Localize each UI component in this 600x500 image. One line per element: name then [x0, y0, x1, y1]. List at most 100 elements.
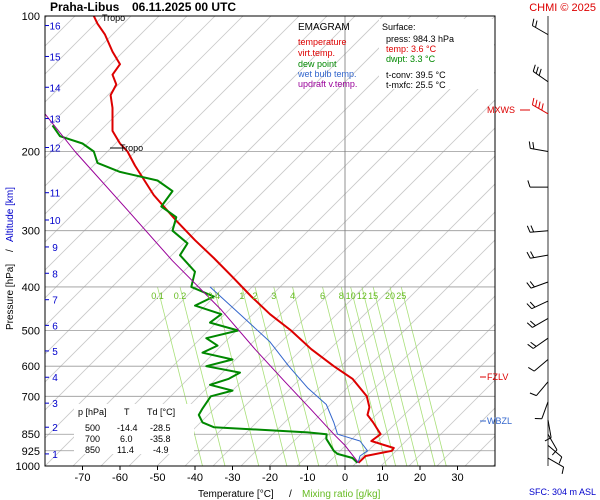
mixing-ratio-line — [389, 286, 436, 466]
wind-barb-feather — [528, 366, 535, 372]
pressure-tick-label: 400 — [22, 282, 40, 294]
wind-barb-feather — [526, 303, 533, 310]
wind-barb-feather — [535, 20, 538, 28]
mixing-ratio-label: 0.4 — [207, 291, 220, 301]
x-tick-label: 20 — [414, 472, 426, 484]
wind-barb-feather — [529, 320, 536, 327]
mixing-ratio-line — [350, 286, 397, 466]
x-tick-label: 0 — [342, 472, 348, 484]
adiabat-line — [240, 211, 495, 466]
legend-virt-temp: virt.temp. — [298, 48, 335, 58]
wind-barb-feather — [526, 251, 531, 259]
legend-dew-point: dew point — [298, 59, 337, 69]
altitude-tick-label: 11 — [50, 189, 61, 200]
altitude-tick-label: 12 — [49, 144, 61, 155]
x-tick-label: -60 — [112, 472, 128, 484]
adiabat-line — [45, 16, 495, 466]
xlabel-separator: / — [289, 489, 292, 500]
altitude-tick-label: 10 — [49, 216, 61, 227]
wind-barb-feather — [529, 281, 535, 288]
wind-barb-staff — [532, 25, 549, 36]
adiabat-line — [72, 43, 495, 466]
wind-barb-feather — [526, 282, 532, 289]
ylabel-separator: / — [5, 249, 16, 252]
tropo-label-upper: Tropo — [102, 13, 125, 23]
altitude-tick-label: 13 — [49, 115, 61, 126]
wind-barb-staff — [530, 254, 549, 259]
adiabat-line — [324, 295, 495, 466]
xlabel-mixing-ratio: Mixing ratio [g/kg] — [302, 489, 381, 500]
legend-updraft: updraft v.temp. — [298, 79, 357, 89]
wind-barb-feather — [531, 18, 535, 26]
table-header-td: Td [°C] — [147, 407, 175, 417]
x-tick-label: -40 — [187, 472, 203, 484]
mixing-ratio-line — [254, 286, 301, 466]
wind-barb-feather — [526, 225, 531, 233]
table-row-500-td: -28.5 — [150, 423, 171, 433]
wind-barb-staff — [532, 104, 549, 115]
mixing-ratio-line — [292, 286, 338, 466]
mixing-ratio-label: 12 — [357, 291, 367, 301]
table-row-700-td: -35.8 — [150, 434, 171, 444]
fzlv-label: FZLV — [487, 372, 508, 382]
mixing-ratio-line — [179, 286, 226, 466]
mixing-ratio-line — [372, 286, 419, 466]
adiabat-line — [45, 16, 244, 215]
mixing-ratio-label: 3 — [271, 291, 276, 301]
adiabat-line — [45, 16, 160, 131]
series-wet-bulb-temp--line — [209, 286, 368, 463]
mixing-ratio-label: 4 — [290, 291, 295, 301]
wbzl-label: WBZL — [487, 416, 512, 426]
wind-barb-feather — [527, 180, 531, 188]
surface-temp: temp: 3.6 °C — [386, 44, 437, 54]
mixing-ratio-line — [273, 286, 320, 466]
series-updraft-v-temp--line — [45, 113, 359, 464]
mixing-ratio-label: 6 — [320, 291, 325, 301]
axis-ticks: 0.1 0.2 0.4 1 2 3 4 6 8 10 12 15 20 25-70 -60 -50 -40 -30… — [16, 11, 464, 484]
pressure-tick-label: 500 — [22, 326, 40, 338]
altitude-tick-label: 3 — [52, 399, 58, 410]
altitude-tick-label: 16 — [49, 22, 61, 33]
pressure-tick-label: 200 — [22, 146, 40, 158]
table-row-850-t: 11.4 — [117, 445, 134, 455]
wind-barb-staff — [532, 71, 549, 83]
mixing-ratio-line — [213, 286, 260, 466]
ylabel-altitude: Altitude [km] — [5, 187, 16, 242]
altitude-tick-label: 15 — [49, 52, 61, 63]
adiabat-line — [45, 16, 384, 355]
wind-barb-staff — [531, 300, 549, 310]
table-header-t: T — [124, 407, 130, 417]
wind-barb-feather — [538, 101, 541, 109]
wind-barb-feather — [532, 141, 535, 150]
mixing-ratio-label: 0.2 — [174, 291, 187, 301]
pressure-tick-label: 925 — [22, 446, 40, 458]
pressure-tick-label: 100 — [22, 11, 40, 23]
surface-dwpt: dwpt: 3.3 °C — [386, 54, 436, 64]
tropo-label-lower: Tropo — [120, 143, 143, 153]
legend-wet-bulb: wet bulb temp. — [297, 69, 357, 79]
x-tick-label: 10 — [376, 472, 388, 484]
table-row-500-t: -14.4 — [117, 423, 138, 433]
table-row-850-td: -4.9 — [153, 445, 169, 455]
table-row-700-t: 6.0 — [120, 434, 133, 444]
table-row-850-p: 850 — [85, 445, 100, 455]
wind-barb-feather — [535, 99, 538, 107]
altitude-tick-label: 7 — [52, 296, 58, 307]
wind-barb-staff — [532, 318, 549, 328]
legend: EMAGRAM temperature virt.temp. dew point… — [297, 22, 357, 89]
x-tick-label: 30 — [451, 472, 463, 484]
table-row-700-p: 700 — [85, 434, 100, 444]
adiabat-line — [45, 16, 468, 439]
x-tick-label: -30 — [225, 472, 241, 484]
wind-barb-feather — [532, 64, 536, 72]
adiabat-line — [45, 16, 356, 327]
wind-barb-staff — [547, 445, 563, 458]
adiabat-line — [268, 239, 495, 466]
station-title: Praha-Libus — [50, 0, 120, 14]
wind-barb-feather — [535, 66, 539, 74]
x-tick-label: -20 — [262, 472, 278, 484]
wind-barb-staff — [530, 147, 549, 152]
altitude-tick-label: 2 — [52, 423, 58, 434]
adiabat-line — [100, 71, 495, 466]
mixing-ratio-label: 20 — [385, 291, 395, 301]
